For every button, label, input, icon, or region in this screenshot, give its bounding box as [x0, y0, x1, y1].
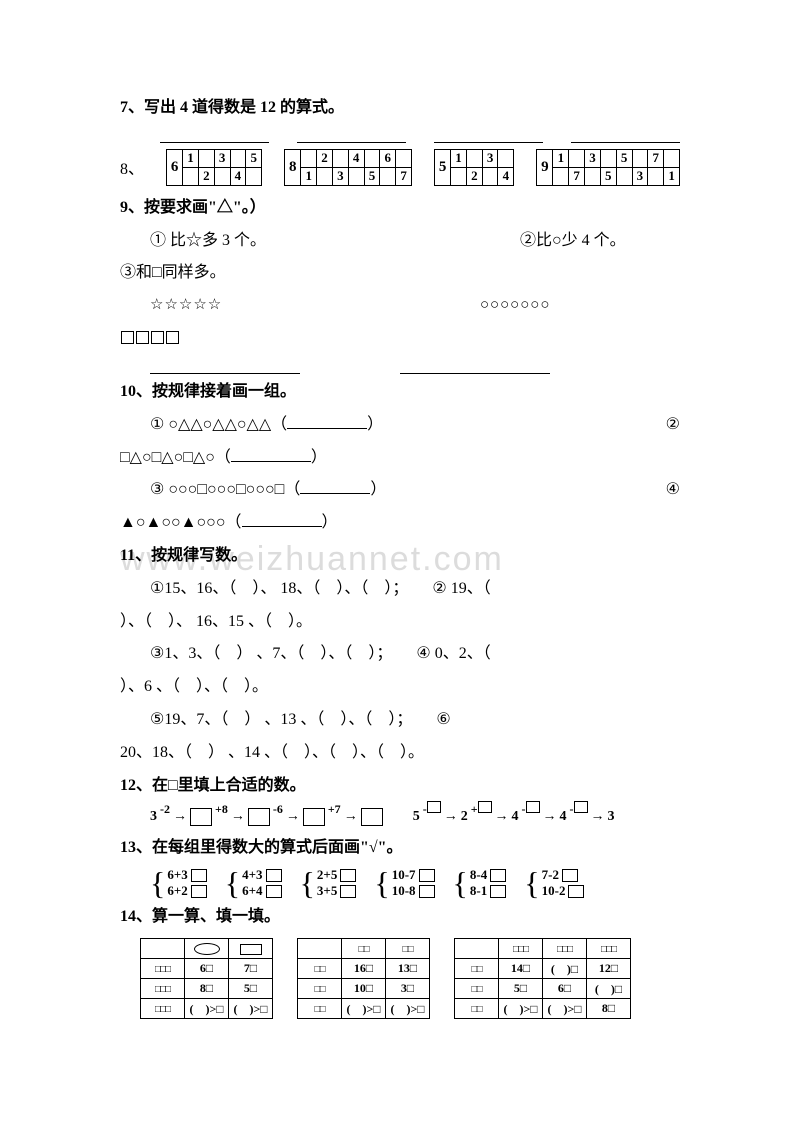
q10-title: 10、按规律接着画一组。 [120, 378, 680, 407]
q9-item3: ③和□同样多。 [120, 259, 680, 288]
q11-l3: ③1、3、（ ） 、7、（ ）、（ ）； ④ 0、2、（ [120, 640, 680, 669]
q11-l1: ①15、16、（ ）、 18、（ ）、（ ）； ② 19、（ [120, 575, 680, 604]
q11-title: 11、按规律写数。 [120, 542, 680, 571]
q14-tables: □□□6□7□ □□□8□5□ □□□( )>□( )>□ □□□□ □□16□… [120, 938, 680, 1019]
q13-groups: {6+36+2 {4+36+4 {2+53+5 {10-710-8 {8-48-… [120, 867, 680, 899]
q8-table-3: 5 13 24 [434, 149, 514, 186]
q8-row: 8、 6 135 24 8 246 1357 5 13 24 9 1357 75… [120, 149, 680, 186]
q11-l2: ）、（ ）、 16、15 、（ ）。 [120, 608, 680, 637]
q11-l4: ）、6 、（ ）、（ ）。 [120, 673, 680, 702]
q9-row2: ☆☆☆☆☆ ○○○○○○○ [120, 292, 680, 319]
q9-answer-lines [150, 360, 680, 374]
q9-title: 9、按要求画"△"。） [120, 194, 680, 223]
q10-p3: ③ ○○○□○○○□○○○□（） ④ [120, 476, 680, 505]
q12-chain1: 3 -2→ +8→ -6→ +7→ [120, 808, 383, 826]
q9-boxes [120, 323, 680, 352]
q11-l5: ⑤19、7、（ ） 、13 、（ ）、（ ）； ⑥ [120, 706, 680, 735]
q11-l6: 20、18、（ ） 、14 、（ ）、（ ）、（ ）。 [120, 739, 680, 768]
q9-row1: ① 比☆多 3 个。 ②比○少 4 个。 [120, 227, 680, 256]
q8-label: 8、 [120, 155, 144, 179]
q12-chain2: 5 -→ 2 +→ 4 -→ 4 -→ 3 [413, 809, 615, 825]
q14-table-1: □□□6□7□ □□□8□5□ □□□( )>□( )>□ [140, 938, 273, 1019]
q13-title: 13、在每组里得数大的算式后面画"√"。 [120, 834, 680, 863]
q8-table-4: 9 1357 7531 [536, 149, 680, 186]
q14-title: 14、算一算、填一填。 [120, 903, 680, 932]
q8-table-1: 6 135 24 [166, 149, 262, 186]
q10-p1: ① ○△△○△△○△△（） ② [120, 411, 680, 440]
q14-table-2: □□□□ □□16□13□ □□10□3□ □□( )>□( )>□ [297, 938, 430, 1019]
q7-title: 7、写出 4 道得数是 12 的算式。 [120, 94, 680, 123]
q8-table-2: 8 246 1357 [284, 149, 412, 186]
q12-title: 12、在□里填上合适的数。 [120, 772, 680, 801]
q14-table-3: □□□□□□□□□ □□14□( )□12□ □□5□6□( )□ □□( )>… [454, 938, 631, 1019]
q10-p4: ▲○▲○○▲○○○（） [120, 509, 680, 538]
q10-p2: □△○□△○□△○（） [120, 444, 680, 473]
q7-blanks [160, 127, 680, 143]
